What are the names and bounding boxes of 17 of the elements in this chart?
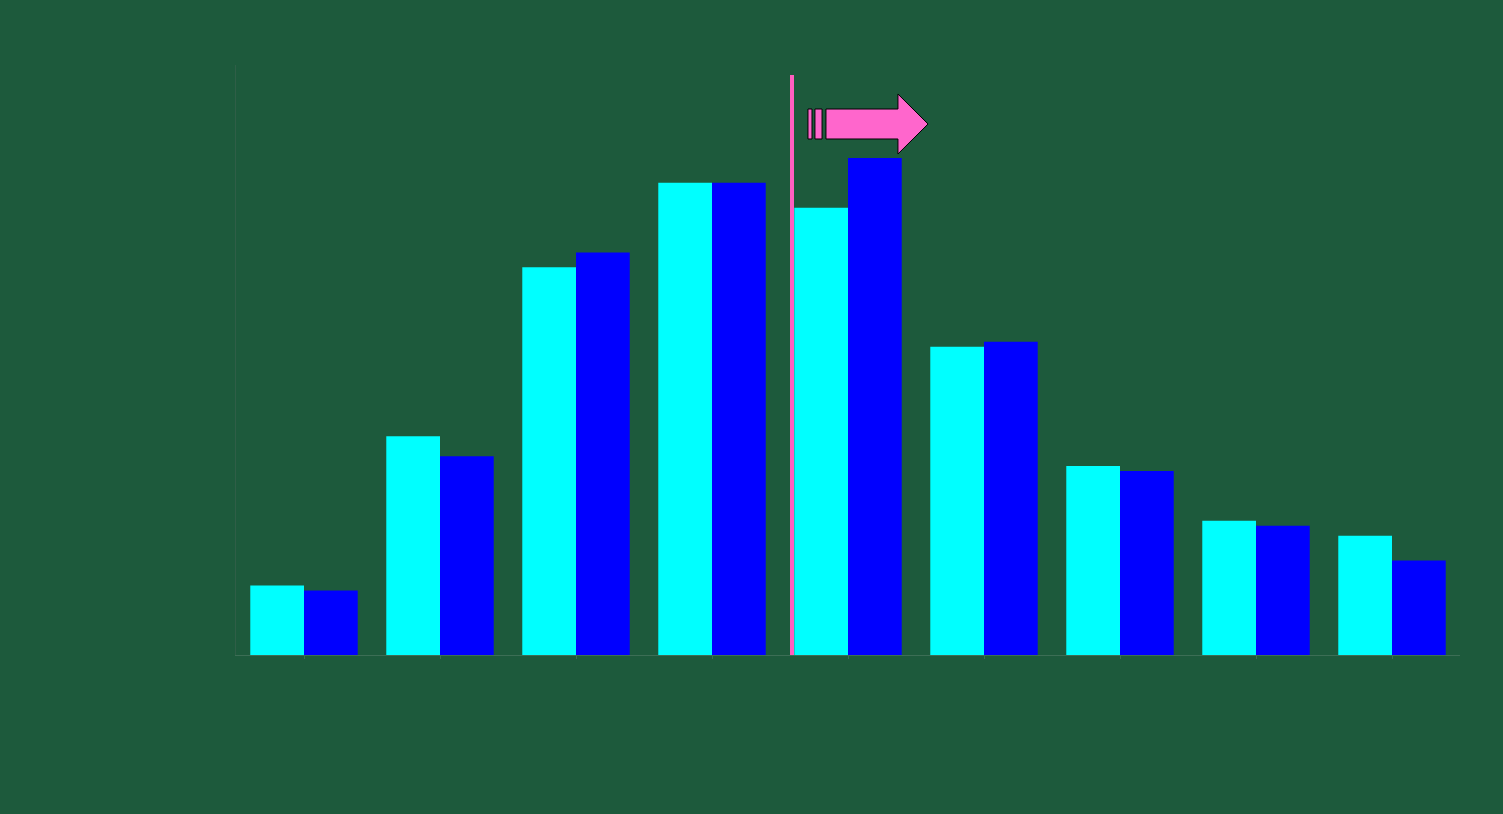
bar	[1120, 471, 1174, 655]
bar	[1202, 520, 1256, 655]
bar	[440, 456, 494, 655]
bar	[930, 346, 984, 655]
bar	[386, 436, 440, 655]
bar	[658, 182, 712, 655]
bar	[1066, 466, 1120, 655]
bar	[984, 341, 1038, 655]
bar	[1338, 535, 1392, 655]
bar	[576, 252, 630, 655]
bar	[1392, 560, 1446, 655]
bar	[522, 267, 576, 655]
bar	[1256, 525, 1310, 655]
bar	[304, 590, 358, 655]
bar	[250, 585, 304, 655]
bar	[848, 157, 902, 655]
bar	[712, 182, 766, 655]
